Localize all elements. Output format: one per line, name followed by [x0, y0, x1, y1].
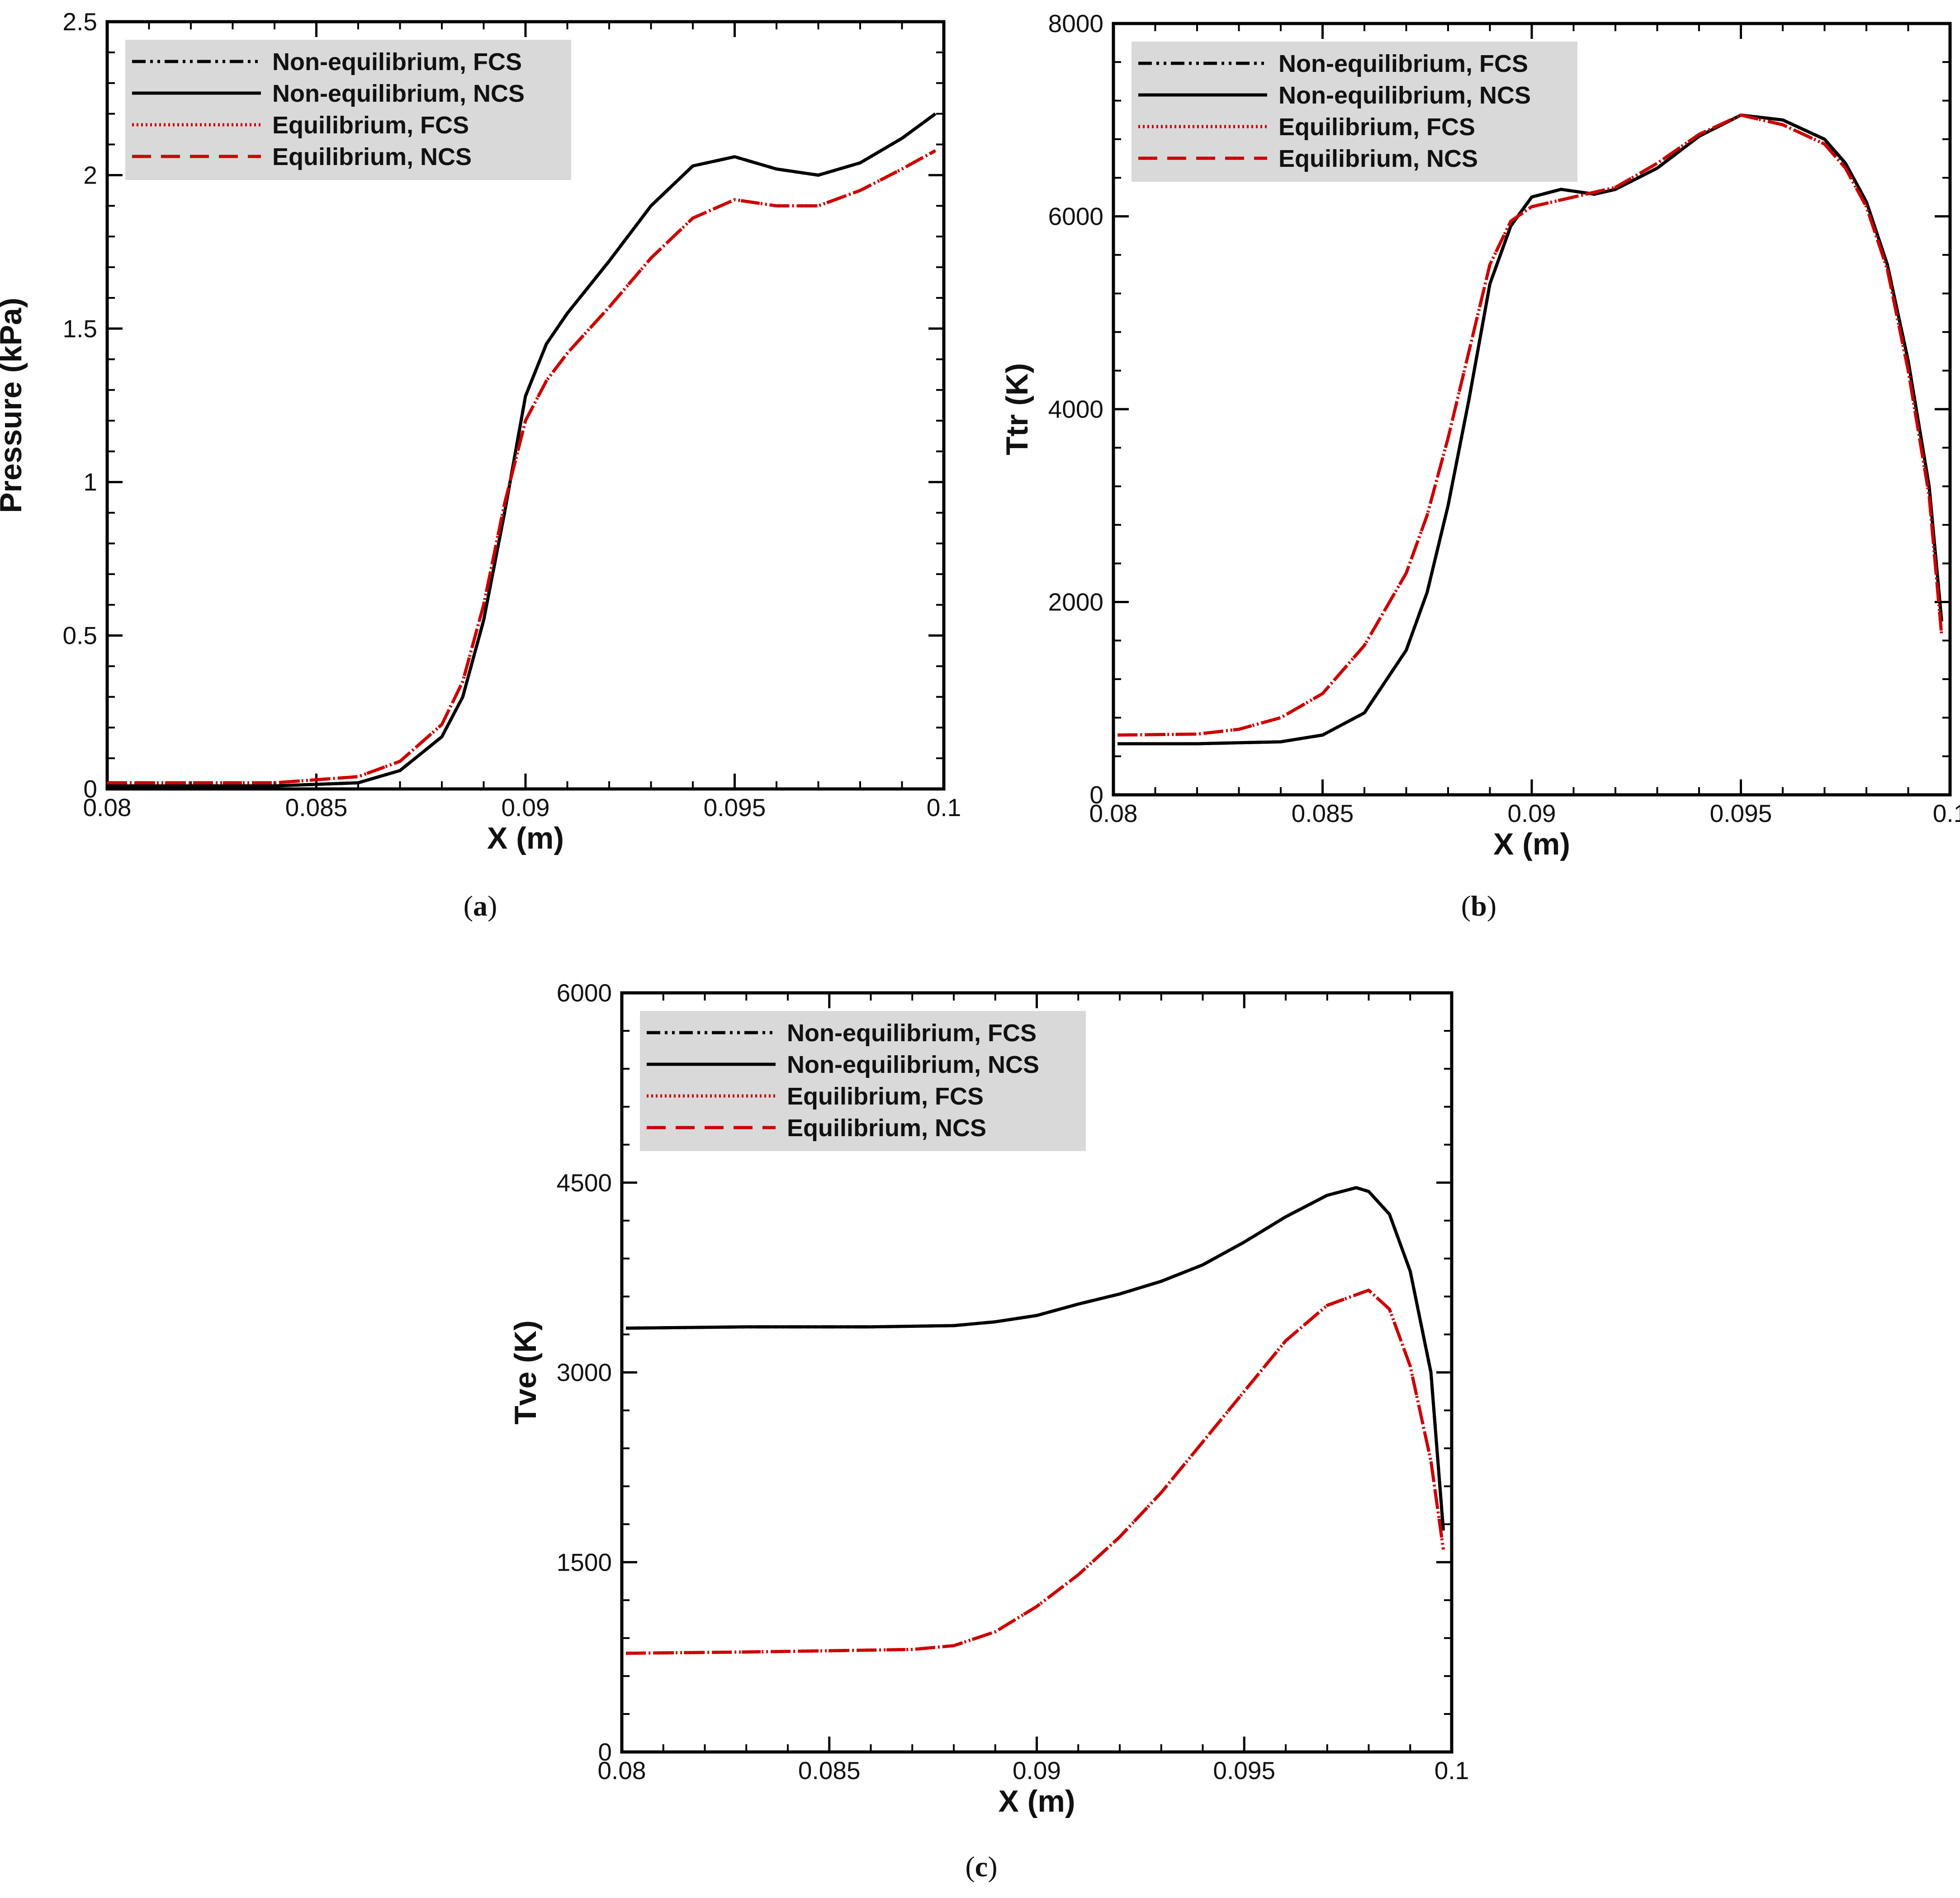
chart-panel-c: 0.08 0.085 0.09 0.095 0.1 0 1500 3000 4500 6000 X …: [508, 979, 1469, 1883]
chart-panel-a: 0.08 0.085 0.09 0.095 0.1 0 0.5 1 1.5 2 2.5 X (m) Pr…: [0, 8, 961, 922]
legend-entry: Non-equilibrium, FCS: [1278, 50, 1528, 77]
series-line-2: [107, 112, 937, 788]
x-axis-label: X (m): [487, 821, 564, 855]
y-tick-label: 2.5: [63, 8, 97, 36]
x-axis-label: X (m): [999, 1784, 1075, 1818]
legend-entry: Equilibrium, FCS: [1278, 113, 1475, 141]
y-tick-label: 4500: [557, 1169, 612, 1197]
legend-entry: Equilibrium, FCS: [787, 1083, 984, 1110]
panel-caption-letter: c: [975, 1851, 988, 1883]
x-tick-label: 0.08: [1089, 799, 1137, 827]
x-tick-label: 0.085: [285, 793, 348, 822]
y-tick-label: 6000: [1048, 203, 1103, 231]
series-line-2: [1117, 113, 1943, 746]
y-tick-label: 4000: [1048, 395, 1103, 423]
series-line-4: [1117, 113, 1943, 737]
panel-caption: (b): [1461, 890, 1496, 922]
x-tick-label: 0.1: [927, 793, 961, 822]
series-line-2: [626, 1186, 1445, 1531]
y-tick-label: 1500: [557, 1548, 612, 1576]
x-tick-label: 0.08: [83, 793, 131, 822]
x-axis-label: X (m): [1493, 827, 1570, 861]
x-tick-label: 0.095: [1213, 1756, 1275, 1785]
x-tick-label: 0.085: [798, 1756, 861, 1785]
legend: Non-equilibrium, FCS Non-equilibrium, NCS…: [125, 40, 571, 180]
y-tick-label: 8000: [1048, 9, 1103, 38]
y-tick-label: 2: [83, 161, 97, 189]
x-tick-label: 0.1: [1434, 1756, 1469, 1785]
legend-entry: Equilibrium, NCS: [787, 1114, 986, 1142]
chart-panel-b: 0.08 0.085 0.09 0.095 0.1 0 2000 4000 6000 8000 X …: [1000, 9, 1960, 922]
y-tick-label: 1: [83, 468, 97, 496]
panel-caption-letter: a: [473, 890, 488, 922]
legend-entry: Equilibrium, NCS: [272, 143, 472, 170]
x-tick-label: 0.085: [1292, 799, 1354, 827]
y-tick-label: 0.5: [63, 622, 97, 650]
y-tick-label: 3000: [557, 1359, 612, 1387]
legend-entry: Non-equilibrium, FCS: [272, 48, 522, 76]
x-tick-label: 0.095: [704, 793, 766, 822]
y-axis-label: Ttr (K): [1000, 363, 1034, 455]
legend: Non-equilibrium, FCS Non-equilibrium, NCS…: [1131, 42, 1577, 182]
legend-entry: Non-equilibrium, NCS: [272, 80, 525, 107]
y-tick-label: 0: [598, 1738, 612, 1766]
y-tick-label: 6000: [557, 979, 612, 1007]
x-tick-label: 0.09: [501, 793, 549, 822]
series-line-4: [626, 1289, 1445, 1655]
x-tick-label: 0.095: [1710, 799, 1772, 827]
panel-caption: (c): [965, 1851, 997, 1883]
y-tick-label: 0: [1089, 781, 1103, 809]
y-tick-label: 0: [83, 775, 97, 803]
x-tick-label: 0.09: [1507, 799, 1556, 827]
x-tick-label: 0.09: [1013, 1756, 1061, 1785]
legend-entry: Non-equilibrium, FCS: [787, 1020, 1037, 1047]
panel-caption-letter: b: [1471, 890, 1487, 922]
legend: Non-equilibrium, FCS Non-equilibrium, NCS…: [640, 1011, 1086, 1151]
panel-caption: (a): [464, 890, 497, 922]
y-axis-label: Tve (K): [508, 1320, 543, 1424]
legend-entry: Non-equilibrium, NCS: [787, 1051, 1039, 1078]
x-tick-label: 0.1: [1933, 799, 1960, 827]
series-line-4: [107, 149, 937, 784]
y-axis-label: Pressure (kPa): [0, 297, 28, 513]
y-tick-label: 1.5: [63, 315, 97, 343]
legend-entry: Equilibrium, NCS: [1278, 145, 1478, 172]
legend-entry: Non-equilibrium, NCS: [1278, 82, 1531, 109]
legend-entry: Equilibrium, FCS: [272, 112, 469, 139]
x-tick-label: 0.08: [597, 1756, 646, 1785]
y-tick-label: 2000: [1048, 588, 1103, 616]
